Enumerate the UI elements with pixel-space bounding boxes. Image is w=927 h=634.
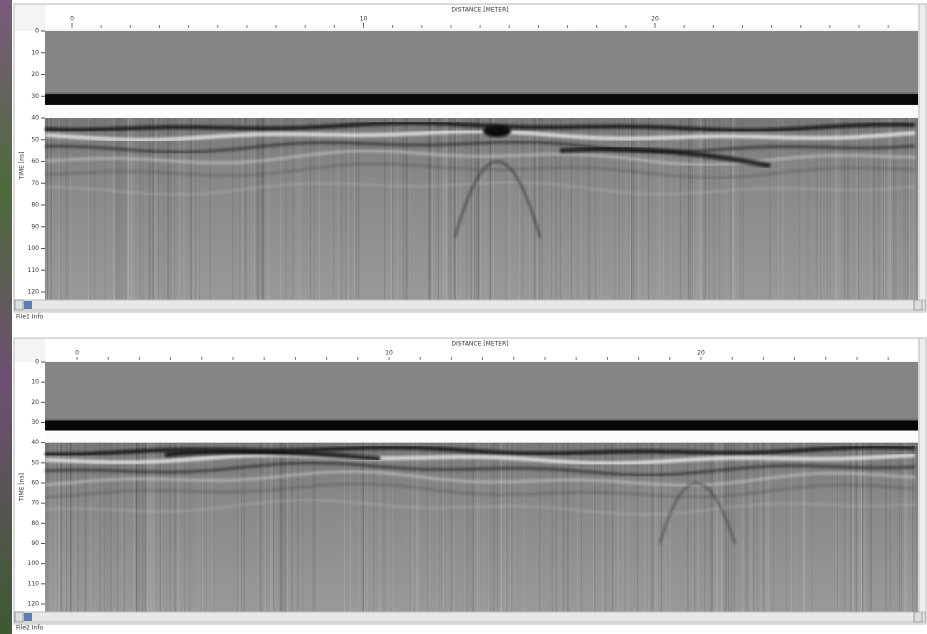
time-tick-label: 20	[31, 399, 39, 406]
time-tick-label: 30	[31, 93, 39, 100]
time-tick-label: 0	[35, 28, 39, 35]
file-info-label: File1 Info	[16, 314, 43, 321]
time-tick-label: 50	[31, 136, 39, 143]
radargram-image	[45, 31, 918, 300]
vertical-scrollbar[interactable]	[919, 4, 926, 300]
time-tick-label: 100	[28, 245, 40, 252]
time-tick-label: 40	[31, 439, 39, 446]
distance-tick-label: 20	[697, 350, 705, 357]
distance-tick-label: 0	[75, 350, 79, 357]
time-tick-label: 100	[28, 560, 40, 567]
time-tick-label: 10	[31, 49, 39, 56]
scroll-thumb[interactable]	[24, 301, 32, 309]
time-tick-label: 80	[31, 520, 39, 527]
time-tick-label: 10	[31, 379, 39, 386]
distance-tick-label: 0	[70, 16, 74, 23]
vertical-scrollbar[interactable]	[919, 338, 926, 612]
time-tick-label: 40	[31, 115, 39, 122]
distance-tick-label: 10	[385, 350, 393, 357]
distance-axis-title: DISTANCE [METER]	[451, 7, 508, 14]
radargram-panel: DISTANCE [METER] 0 10 20 TIME [ns] 0 10 20 30 40 5…	[14, 4, 926, 321]
scroll-left-button[interactable]	[15, 612, 23, 622]
time-tick-label: 110	[28, 267, 40, 274]
radargram-image	[45, 362, 918, 612]
distance-tick-label: 20	[651, 16, 659, 23]
time-tick-label: 20	[31, 71, 39, 78]
air-layer	[45, 31, 918, 92]
scroll-left-button[interactable]	[15, 300, 23, 310]
screenshot: DISTANCE [METER] 0 10 20 TIME [ns] 0 10 20 30 40 5…	[0, 0, 927, 634]
ground-layer	[45, 92, 918, 300]
time-tick-label: 70	[31, 500, 39, 507]
direct-wave-bright	[45, 105, 918, 118]
distance-tick-label: 10	[360, 16, 368, 23]
time-tick-label: 70	[31, 180, 39, 187]
time-tick-label: 0	[35, 359, 39, 366]
time-tick-label: 120	[28, 289, 40, 296]
time-tick-label: 120	[28, 601, 40, 608]
time-axis-title: TIME [ns]	[19, 473, 26, 502]
direct-wave-bright	[45, 431, 918, 443]
time-tick-label: 30	[31, 419, 39, 426]
time-tick-label: 110	[28, 580, 40, 587]
file-info-label: File2 Info	[16, 625, 43, 632]
time-tick-label: 90	[31, 223, 39, 230]
distance-axis-title: DISTANCE [METER]	[451, 341, 508, 348]
scroll-thumb[interactable]	[24, 613, 32, 621]
direct-wave-dark	[45, 94, 918, 105]
time-tick-label: 90	[31, 540, 39, 547]
time-tick-label: 80	[31, 202, 39, 209]
scroll-right-button[interactable]	[914, 612, 922, 622]
time-tick-label: 50	[31, 459, 39, 466]
horizontal-scrollbar[interactable]	[15, 612, 925, 622]
background-photo-edge	[0, 0, 12, 634]
horizontal-scrollbar[interactable]	[15, 300, 925, 310]
air-layer	[45, 362, 918, 418]
scroll-right-button[interactable]	[914, 300, 922, 310]
radargram-panel: DISTANCE [METER] 0 10 20 TIME [ns] 0 10 20 30 40 5…	[14, 338, 926, 632]
time-axis-title: TIME [ns]	[19, 152, 26, 181]
direct-wave-dark	[45, 420, 918, 430]
hyperbola-apex	[483, 125, 511, 137]
time-tick-label: 60	[31, 158, 39, 165]
time-tick-label: 60	[31, 480, 39, 487]
